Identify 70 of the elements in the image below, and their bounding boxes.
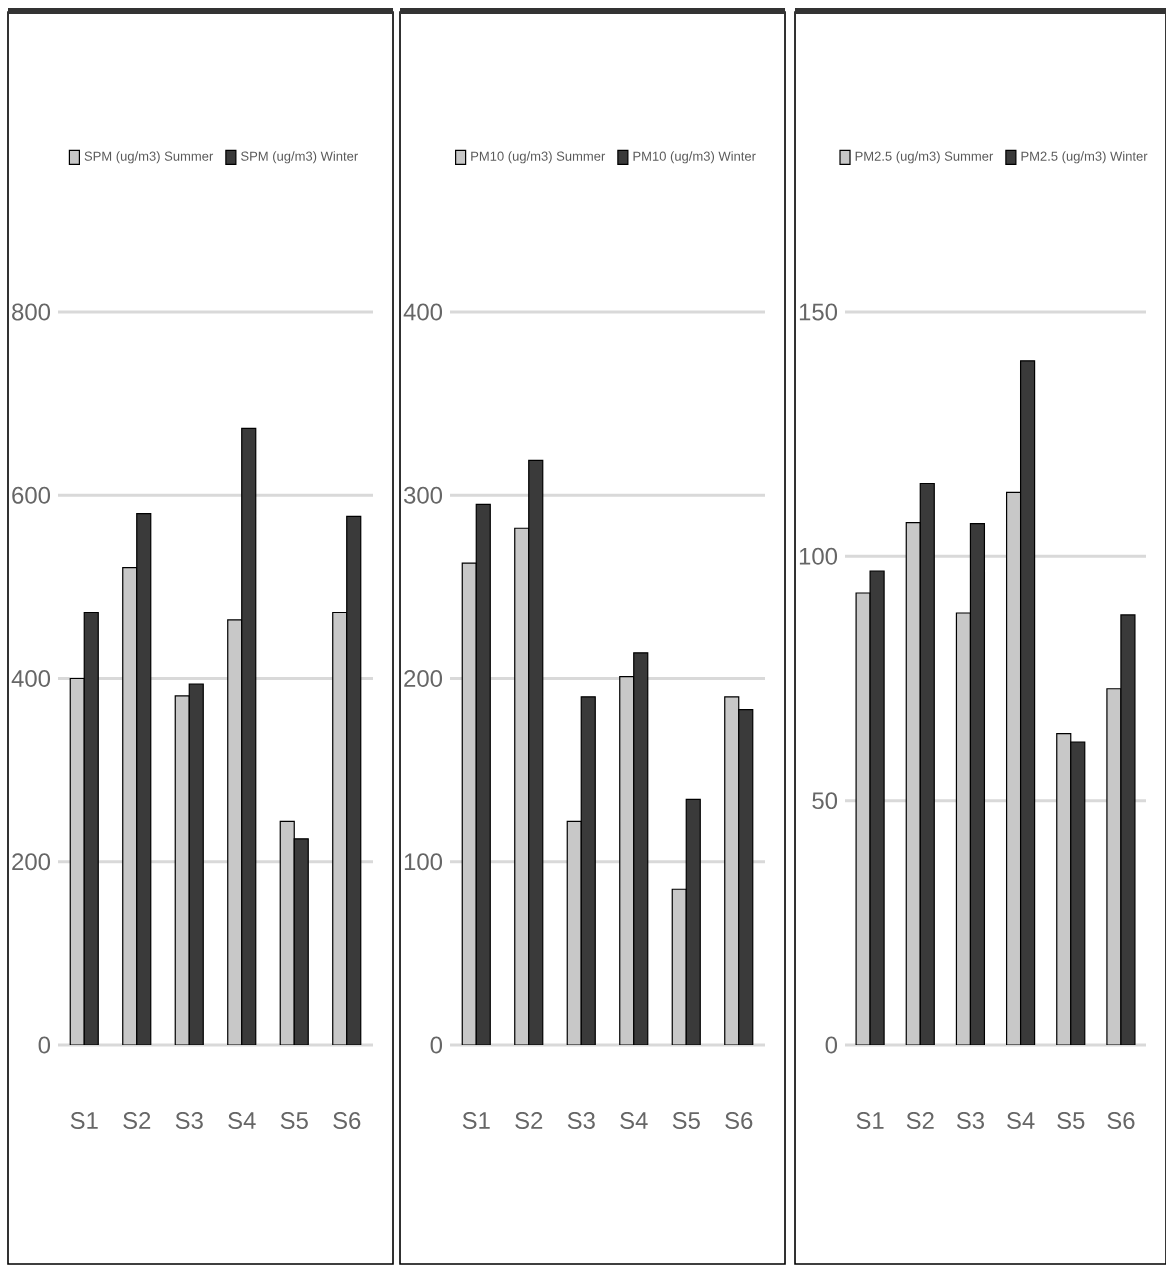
- legend-label: PM2.5 (ug/m3) Winter: [1021, 151, 1148, 164]
- bar: [1019, 360, 1036, 1045]
- y-tick-label: 400: [11, 670, 51, 687]
- x-tick-label: S3: [956, 1112, 984, 1129]
- bar: [461, 562, 477, 1045]
- bar: [633, 652, 649, 1045]
- bar: [122, 567, 138, 1045]
- x-tick-label: S1: [856, 1112, 884, 1129]
- x-tick-label: S2: [515, 1112, 543, 1129]
- bar: [671, 888, 687, 1045]
- bar: [83, 611, 99, 1045]
- x-tick-label: S5: [280, 1112, 308, 1129]
- legend-label: PM10 (ug/m3) Winter: [633, 151, 756, 164]
- x-tick-label: S5: [1057, 1112, 1085, 1129]
- bar: [955, 612, 972, 1045]
- bar: [514, 527, 530, 1045]
- y-tick-label: 0: [38, 1036, 51, 1054]
- bar: [241, 427, 257, 1045]
- bar: [136, 512, 152, 1045]
- bar: [475, 503, 491, 1045]
- bar: [293, 838, 309, 1045]
- bar: [905, 522, 921, 1045]
- y-tick-label: 300: [403, 486, 443, 504]
- bar: [566, 820, 582, 1045]
- y-tick-label: 0: [825, 1036, 838, 1054]
- x-tick-label: S1: [462, 1112, 490, 1129]
- bar: [69, 677, 85, 1045]
- x-tick-label: S2: [123, 1112, 151, 1129]
- y-tick-label: 600: [12, 486, 51, 504]
- y-tick-label: 200: [12, 853, 51, 871]
- y-tick-label: 200: [404, 670, 443, 687]
- bar: [174, 695, 190, 1045]
- bar: [1070, 741, 1086, 1045]
- legend-label: PM10 (ug/m3) Summer: [471, 151, 606, 164]
- x-tick-label: S4: [620, 1112, 648, 1129]
- x-tick-label: S6: [333, 1112, 361, 1129]
- y-tick-label: 100: [799, 547, 838, 565]
- y-tick-label: 50: [812, 792, 838, 810]
- bar: [188, 683, 204, 1045]
- y-tick-label: 400: [403, 303, 443, 321]
- bar: [528, 459, 544, 1045]
- x-tick-label: S4: [228, 1112, 256, 1129]
- legend-label: PM2.5 (ug/m3) Summer: [855, 151, 994, 164]
- bar: [919, 482, 935, 1045]
- bar: [619, 676, 635, 1045]
- y-tick-label: 100: [404, 853, 443, 871]
- bar: [1005, 491, 1022, 1045]
- bar: [332, 611, 348, 1045]
- bar: [227, 619, 243, 1045]
- y-tick-label: 150: [799, 303, 838, 321]
- x-tick-label: S4: [1007, 1112, 1035, 1129]
- legend-label: SPM (ug/m3) Summer: [84, 151, 214, 164]
- bar: [738, 709, 754, 1045]
- x-tick-label: S6: [725, 1112, 753, 1129]
- x-tick-label: S3: [175, 1112, 203, 1129]
- x-tick-label: S6: [1107, 1112, 1135, 1129]
- x-tick-label: S3: [567, 1112, 595, 1129]
- bar: [969, 522, 986, 1045]
- bar: [724, 696, 740, 1045]
- x-tick-label: S1: [70, 1112, 98, 1129]
- y-tick-label: 0: [430, 1036, 443, 1054]
- bar: [685, 798, 701, 1045]
- legend-label: SPM (ug/m3) Winter: [241, 151, 358, 164]
- x-tick-label: S5: [672, 1112, 700, 1129]
- y-tick-label: 800: [12, 303, 51, 321]
- bar: [346, 515, 362, 1045]
- bar: [580, 696, 596, 1045]
- x-tick-label: S2: [906, 1112, 934, 1129]
- bar: [279, 820, 295, 1045]
- bar: [1056, 733, 1072, 1045]
